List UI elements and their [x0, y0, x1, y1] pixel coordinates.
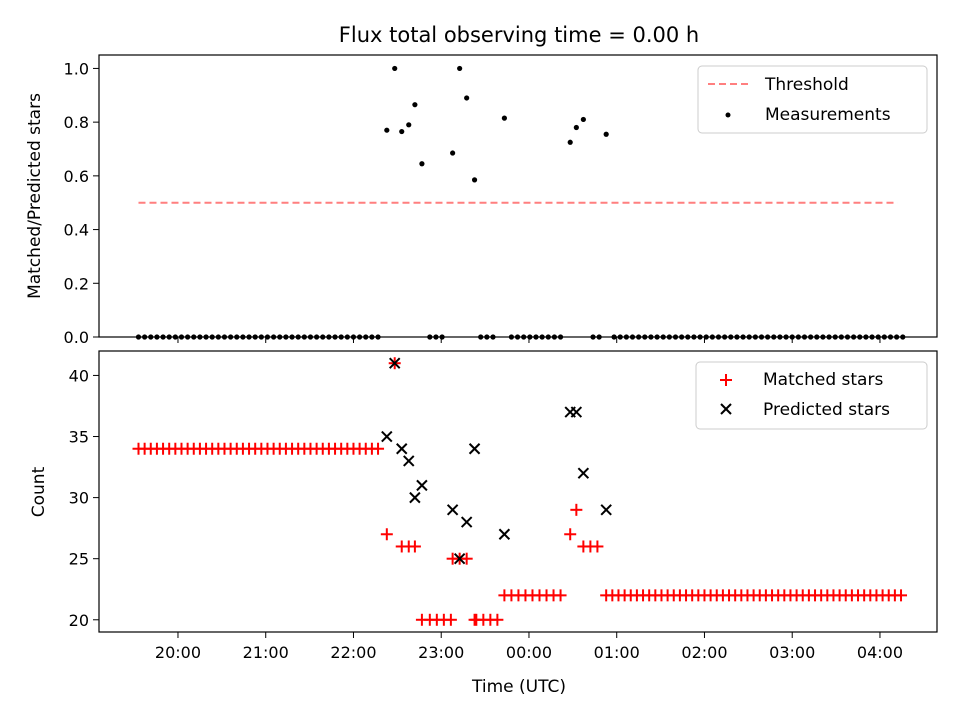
matched-star-point [408, 540, 421, 553]
matched-star-point [460, 552, 473, 565]
top-y-tick-label: 1.0 [64, 59, 89, 78]
matched-star-point [554, 589, 567, 602]
matched-star-point [591, 540, 604, 553]
measurement-point [457, 65, 463, 72]
matched-star-point [564, 528, 577, 541]
measurement-point [471, 177, 478, 183]
predicted-star-point [446, 504, 459, 516]
bottom-y-axis-label: Count [29, 466, 49, 517]
bottom-legend: Matched stars Predicted stars [695, 361, 928, 430]
bottom-axes-frame [98, 350, 938, 633]
predicted-star-point [570, 406, 583, 418]
predicted-star-point [403, 455, 415, 467]
measurement-point [567, 139, 573, 145]
matched-star-point [444, 613, 457, 626]
top-axes: 0.0 0.2 0.4 0.6 0.8 1.0 Matched/Predicted sta… [25, 54, 938, 347]
top-y-tick-label: 0.4 [64, 221, 89, 240]
bottom-y-tick-label: 40 [69, 366, 89, 385]
measurement-point [450, 150, 456, 156]
bottom-y-tick-label: 35 [69, 428, 89, 447]
bottom-y-tick-label: 25 [69, 550, 89, 569]
legend-threshold-label: Threshold [764, 75, 849, 95]
top-y-ticks: 0.0 0.2 0.4 0.6 0.8 1.0 [64, 59, 99, 347]
bottom-x-tick-label: 01:00 [594, 643, 640, 662]
bottom-x-ticks: 20:00 21:00 22:00 23:00 00:00 01:00 02:00 03:00… [155, 632, 903, 662]
matched-star-point [415, 613, 428, 626]
measurement-point [573, 124, 579, 131]
top-legend-box [697, 65, 928, 134]
predicted-star-point [416, 479, 428, 492]
legend-predicted-marker [720, 403, 732, 415]
bottom-data-layer [132, 357, 908, 626]
measurement-point [464, 95, 470, 101]
bottom-legend-box [695, 361, 928, 430]
matched-star-point [895, 589, 908, 602]
bottom-y-tick-label: 30 [69, 489, 89, 508]
bottom-x-tick-label: 20:00 [155, 643, 201, 662]
measurement-point [406, 122, 412, 128]
matched-star-point [491, 613, 504, 626]
measurement-point [412, 102, 418, 108]
measurement-point [399, 128, 405, 135]
top-y-tick-label: 0.2 [64, 274, 89, 293]
matched-star-point [372, 442, 385, 455]
predicted-star-point [460, 516, 473, 528]
legend-measurements-marker [725, 112, 731, 118]
measurement-point [419, 161, 425, 167]
bottom-x-tick-label: 04:00 [857, 643, 903, 662]
bottom-x-tick-label: 03:00 [769, 643, 815, 662]
bottom-axes: 20 25 30 35 40 20:00 21:00 22:00 23:00 00:00 01:0… [29, 350, 938, 697]
predicted-star-point [389, 357, 401, 369]
predicted-star-point [468, 443, 481, 455]
bottom-x-tick-label: 23:00 [418, 643, 464, 662]
measurement-point [392, 65, 398, 72]
bottom-x-tick-label: 00:00 [506, 643, 552, 662]
matched-star-point [570, 503, 583, 516]
predicted-star-point [600, 504, 612, 516]
measurement-point [580, 116, 586, 123]
legend-measurements-label: Measurements [765, 105, 891, 125]
predicted-star-point [577, 467, 590, 479]
bottom-y-ticks: 20 25 30 35 40 [69, 366, 99, 630]
predicted-star-point [396, 443, 408, 455]
top-x-ticks [177, 337, 881, 343]
measurement-point [501, 115, 507, 121]
legend-matched-marker [720, 374, 732, 386]
matched-star-point [380, 528, 393, 541]
top-legend: Threshold Measurements [697, 65, 928, 134]
predicted-star-point [381, 430, 393, 443]
legend-predicted-label: Predicted stars [763, 400, 890, 420]
top-chart-title: Flux total observing time = 0.00 h [339, 23, 699, 47]
bottom-x-axis-label: Time (UTC) [471, 677, 566, 697]
predicted-star-point [409, 491, 421, 504]
top-y-axis-label: Matched/Predicted stars [25, 93, 45, 299]
predicted-star-point [453, 552, 466, 565]
bottom-x-tick-label: 21:00 [243, 643, 289, 662]
matched-star-point [468, 613, 481, 626]
bottom-y-tick-label: 20 [69, 611, 89, 630]
bottom-x-tick-label: 02:00 [681, 643, 727, 662]
bottom-x-tick-label: 22:00 [330, 643, 376, 662]
measurement-point [384, 127, 390, 133]
top-y-tick-label: 0.6 [64, 167, 89, 186]
top-y-tick-label: 0.0 [64, 328, 89, 347]
top-y-tick-label: 0.8 [64, 113, 89, 132]
predicted-star-point [498, 528, 511, 540]
measurement-point [603, 131, 609, 137]
legend-matched-label: Matched stars [763, 370, 883, 390]
top-axes-frame [98, 54, 938, 338]
